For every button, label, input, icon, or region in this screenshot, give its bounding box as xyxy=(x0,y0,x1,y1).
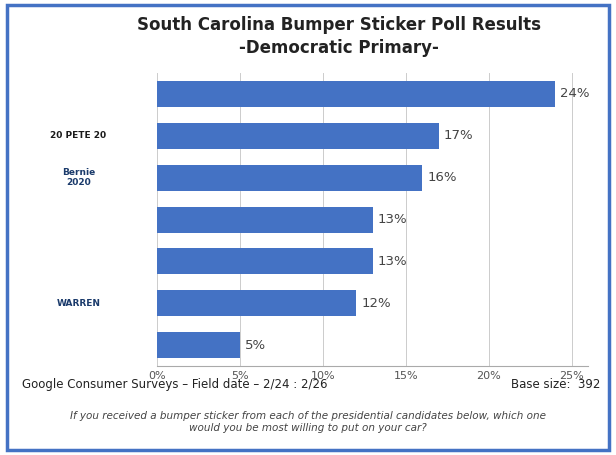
Bar xyxy=(157,81,555,107)
Text: BIDEN
PRESIDENT: BIDEN PRESIDENT xyxy=(50,84,107,103)
Text: TOM 2020: TOM 2020 xyxy=(53,215,104,224)
Text: Base size:  392: Base size: 392 xyxy=(511,378,601,391)
Bar xyxy=(157,207,373,233)
Bar xyxy=(157,290,356,316)
Text: 5%: 5% xyxy=(245,339,266,352)
Text: Google Consumer Surveys – Field date – 2/24 : 2/26: Google Consumer Surveys – Field date – 2… xyxy=(22,378,327,391)
Text: 24%: 24% xyxy=(560,87,590,100)
Text: 13%: 13% xyxy=(378,213,407,226)
Text: 16%: 16% xyxy=(428,171,457,184)
Bar xyxy=(157,165,423,191)
Text: 12%: 12% xyxy=(361,297,391,310)
Bar xyxy=(157,248,373,274)
Bar xyxy=(157,123,439,149)
Text: Amy
of AMERICA: Amy of AMERICA xyxy=(49,252,108,271)
Text: 17%: 17% xyxy=(444,129,474,142)
Text: Bernie
2020: Bernie 2020 xyxy=(62,168,95,187)
Text: South Carolina Bumper Sticker Poll Results: South Carolina Bumper Sticker Poll Resul… xyxy=(137,16,541,34)
Text: WARREN: WARREN xyxy=(57,299,100,308)
Text: 13%: 13% xyxy=(378,255,407,268)
Text: mike 2020: mike 2020 xyxy=(52,341,105,350)
Text: -Democratic Primary-: -Democratic Primary- xyxy=(239,39,439,57)
Text: 20 PETE 20: 20 PETE 20 xyxy=(51,131,107,140)
Bar xyxy=(157,332,240,358)
Text: If you received a bumper sticker from each of the presidential candidates below,: If you received a bumper sticker from ea… xyxy=(70,411,546,433)
